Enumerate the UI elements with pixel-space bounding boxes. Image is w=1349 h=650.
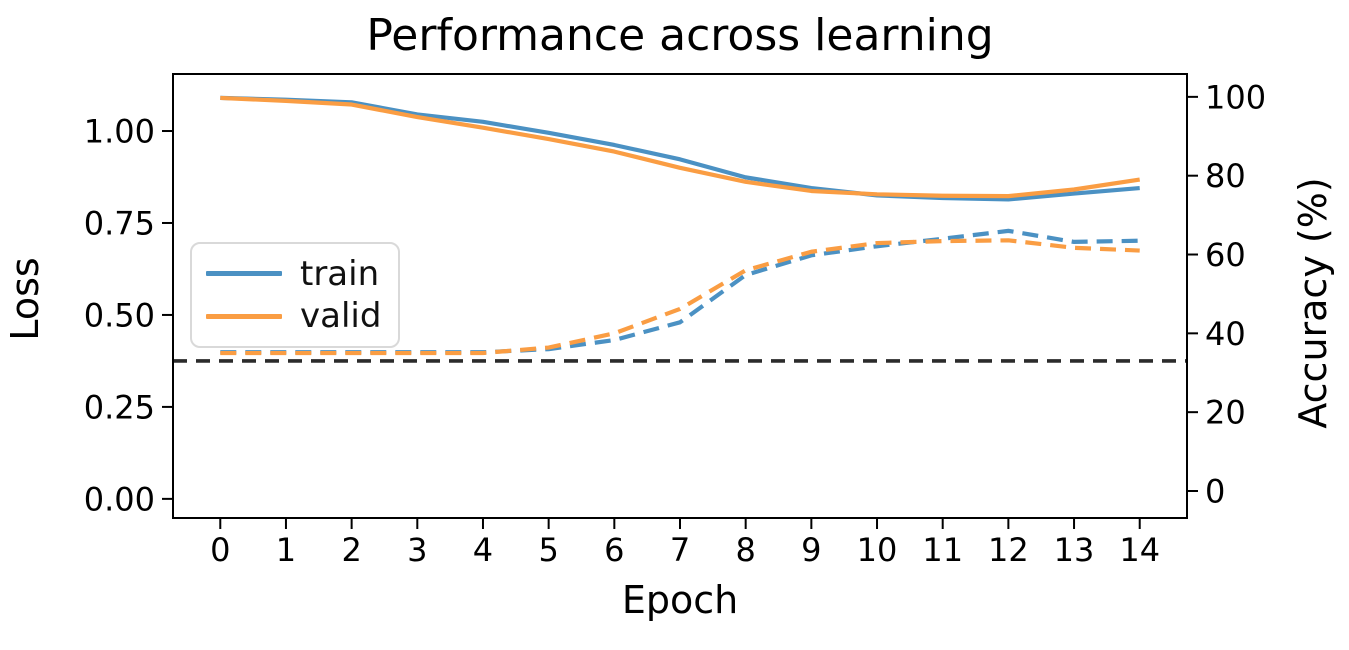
accuracy-tick-label: 80: [1205, 157, 1246, 195]
x-tick-label: 6: [604, 531, 624, 569]
loss-tick-label: 0.75: [84, 205, 155, 243]
legend-item-train: train: [206, 257, 384, 291]
legend: train valid: [190, 242, 400, 348]
x-tick-label: 9: [801, 531, 821, 569]
x-tick-label: 5: [538, 531, 558, 569]
accuracy-tick-label: 0: [1205, 473, 1225, 511]
chart-title: Performance across learning: [366, 10, 994, 61]
loss-tick-label: 0.25: [84, 388, 155, 426]
legend-label-train: train: [300, 253, 380, 294]
x-tick-label: 8: [735, 531, 755, 569]
valid-accuracy-line: [220, 238, 1140, 356]
x-tick-label: 14: [1119, 531, 1160, 569]
loss-tick-label: 1.00: [84, 113, 155, 151]
x-tick-label: 13: [1054, 531, 1095, 569]
x-tick-label: 4: [473, 531, 493, 569]
x-tick-label: 10: [857, 531, 898, 569]
x-tick-label: 0: [210, 531, 230, 569]
x-tick-label: 7: [670, 531, 690, 569]
x-axis-label: Epoch: [621, 578, 739, 622]
x-tick-label: 2: [341, 531, 361, 569]
accuracy-tick-label: 60: [1205, 236, 1246, 274]
accuracy-tick-label: 100: [1205, 78, 1266, 116]
y-axis-label-accuracy: Accuracy (%): [1291, 177, 1335, 429]
train-line-swatch: [206, 271, 282, 276]
accuracy-tick-label: 20: [1205, 394, 1246, 432]
valid-line-swatch: [206, 314, 282, 319]
valid-loss-line: [220, 95, 1141, 199]
x-tick-label: 3: [407, 531, 427, 569]
loss-tick-label: 0.50: [84, 296, 155, 334]
x-tick-label: 11: [922, 531, 963, 569]
x-tick-label: 1: [276, 531, 296, 569]
legend-item-valid: valid: [206, 299, 384, 333]
y-axis-label-loss: Loss: [3, 257, 47, 341]
accuracy-tick-label: 40: [1205, 315, 1246, 353]
train-loss-line: [220, 95, 1140, 202]
loss-tick-label: 0.00: [84, 480, 155, 518]
x-tick-label: 12: [988, 531, 1029, 569]
legend-label-valid: valid: [300, 296, 382, 337]
